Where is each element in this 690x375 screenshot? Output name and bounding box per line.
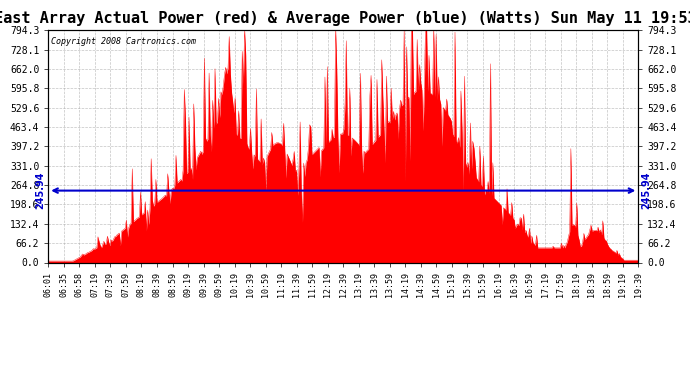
Text: 245.94: 245.94	[641, 172, 651, 209]
Text: Copyright 2008 Cartronics.com: Copyright 2008 Cartronics.com	[51, 37, 196, 46]
Text: East Array Actual Power (red) & Average Power (blue) (Watts) Sun May 11 19:53: East Array Actual Power (red) & Average …	[0, 11, 690, 26]
Text: 245.94: 245.94	[35, 172, 46, 209]
